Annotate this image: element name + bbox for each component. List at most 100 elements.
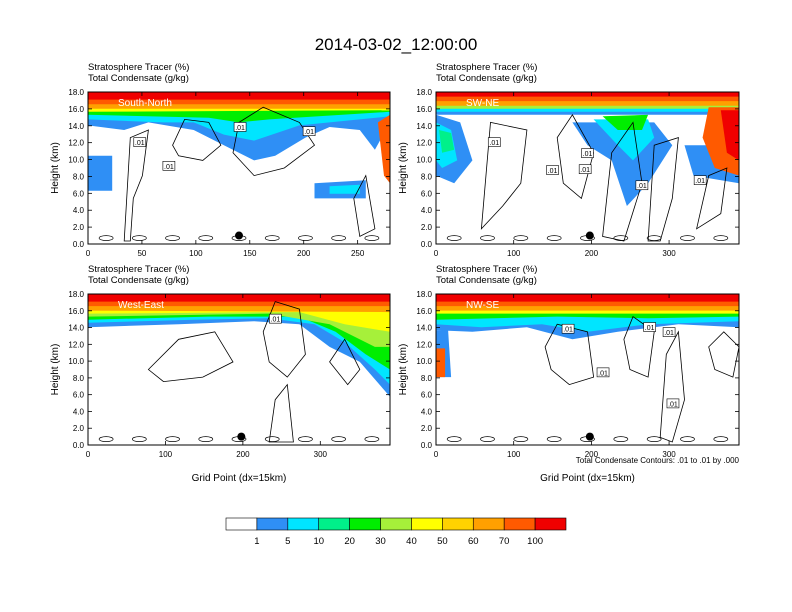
colorbar-label: 20 [344,536,355,547]
colorbar-label: 40 [406,536,417,547]
colorbar-label: 60 [468,536,479,547]
contour-label: .01 [271,317,281,324]
condensate-contour [198,235,214,241]
x-tick-label: 100 [159,450,173,459]
y-tick-label: 4.0 [421,206,433,215]
x-tick-label: 0 [86,450,91,459]
contour-label: .01 [304,129,314,136]
tracer-field [436,294,739,445]
y-tick-label: 12.0 [68,139,84,148]
condensate-contour [480,235,495,241]
panel-sw-ne: Stratosphere Tracer (%)Total Condensate … [398,62,740,258]
colorbar-swatch [472,517,505,531]
panel-south-north: Stratosphere Tracer (%)Total Condensate … [50,62,391,258]
condensate-contour [98,235,114,241]
y-tick-label: 12.0 [416,139,432,148]
x-tick-label: 200 [297,249,311,258]
colorbar-swatch [225,517,258,531]
tracer-band [377,114,390,184]
tracer-band [436,294,739,302]
colorbar-swatch [349,517,381,531]
x-tick-label: 250 [351,249,365,258]
y-axis-label: Height (km) [398,344,409,396]
condensate-contour [329,338,361,386]
condensate-contour [544,323,595,386]
colorbar-label: 10 [313,536,324,547]
condensate-contour [695,167,728,230]
colorbar-label: 5 [285,536,290,547]
x-tick-label: 100 [507,450,521,459]
y-tick-label: 6.0 [421,391,433,400]
y-tick-label: 10.0 [416,156,432,165]
condensate-contour [613,436,629,442]
condensate-contour [602,121,643,242]
condensate-contour [623,315,655,378]
contour-label-box [302,126,316,136]
location-marker [235,231,243,240]
main-title: 2014-03-02_12:00:00 [315,35,478,54]
panel-region-label: SW-NE [466,98,499,109]
condensate-contour [331,436,347,442]
tracer-band [720,110,739,161]
condensate-contour [446,235,462,241]
condensate-contour [123,129,149,242]
condensate-contour [264,235,280,241]
y-tick-label: 2.0 [421,223,433,232]
condensate-contour [513,436,529,442]
x-tick-label: 0 [86,249,91,258]
x-tick-label: 200 [585,249,599,258]
y-axis-label: Height (km) [398,142,409,194]
condensate-contour [646,436,662,442]
panel-frame [435,293,740,446]
condensate-contour [680,235,695,241]
y-tick-label: 4.0 [73,206,85,215]
condensate-contour [131,235,147,241]
y-axis-label: Height (km) [50,344,61,396]
y-tick-label: 14.0 [416,324,432,333]
condensate-contour [680,436,695,442]
panel-region-label: West-East [118,300,164,311]
panel-region-label: South-North [118,98,172,109]
contour-label-box [596,367,610,378]
tracer-band [436,92,739,97]
y-tick-label: 6.0 [421,189,433,198]
location-marker [585,432,594,441]
contour-label: .01 [548,168,558,175]
contour-label: .01 [164,164,174,171]
tracer-band [88,309,390,332]
colorbar-label: 30 [375,536,386,547]
condensate-contour [262,301,306,378]
panel-region-label: NW-SE [466,300,499,311]
condensate-contour [198,436,214,442]
y-tick-label: 16.0 [68,105,84,114]
contour-label-box [662,327,676,337]
x-tick-label: 50 [137,249,146,258]
tracer-band [88,92,390,100]
condensate-contour [480,436,495,442]
panel-west-east: Stratosphere Tracer (%)Total Condensate … [50,264,391,484]
colorbar-swatch [256,517,289,531]
y-axis-label: Height (km) [50,142,61,194]
y-tick-label: 16.0 [416,307,432,316]
condensate-contour [232,106,316,177]
y-tick-label: 2.0 [73,424,85,433]
condensate-contour [172,118,222,161]
condensate-contour [353,174,376,238]
condensate-contour [647,137,679,242]
panel-field1-title: Stratosphere Tracer (%) [88,62,189,73]
panel-frame [87,91,391,245]
colorbar-swatch [411,517,443,531]
colorbar-swatch [442,517,474,531]
condensate-contour [131,436,147,442]
condensate-contour [364,436,380,442]
panels-group: Stratosphere Tracer (%) Total Condensate … [50,62,740,484]
y-tick-label: 8.0 [421,172,433,181]
location-marker [585,231,594,240]
panel-frame [87,293,391,446]
y-tick-label: 18.0 [68,88,84,97]
tracer-band [602,114,649,130]
condensate-contour [331,235,347,241]
contour-note: Total Condensate Contours: .01 to .01 by… [576,456,740,465]
contour-label-box [693,175,707,185]
